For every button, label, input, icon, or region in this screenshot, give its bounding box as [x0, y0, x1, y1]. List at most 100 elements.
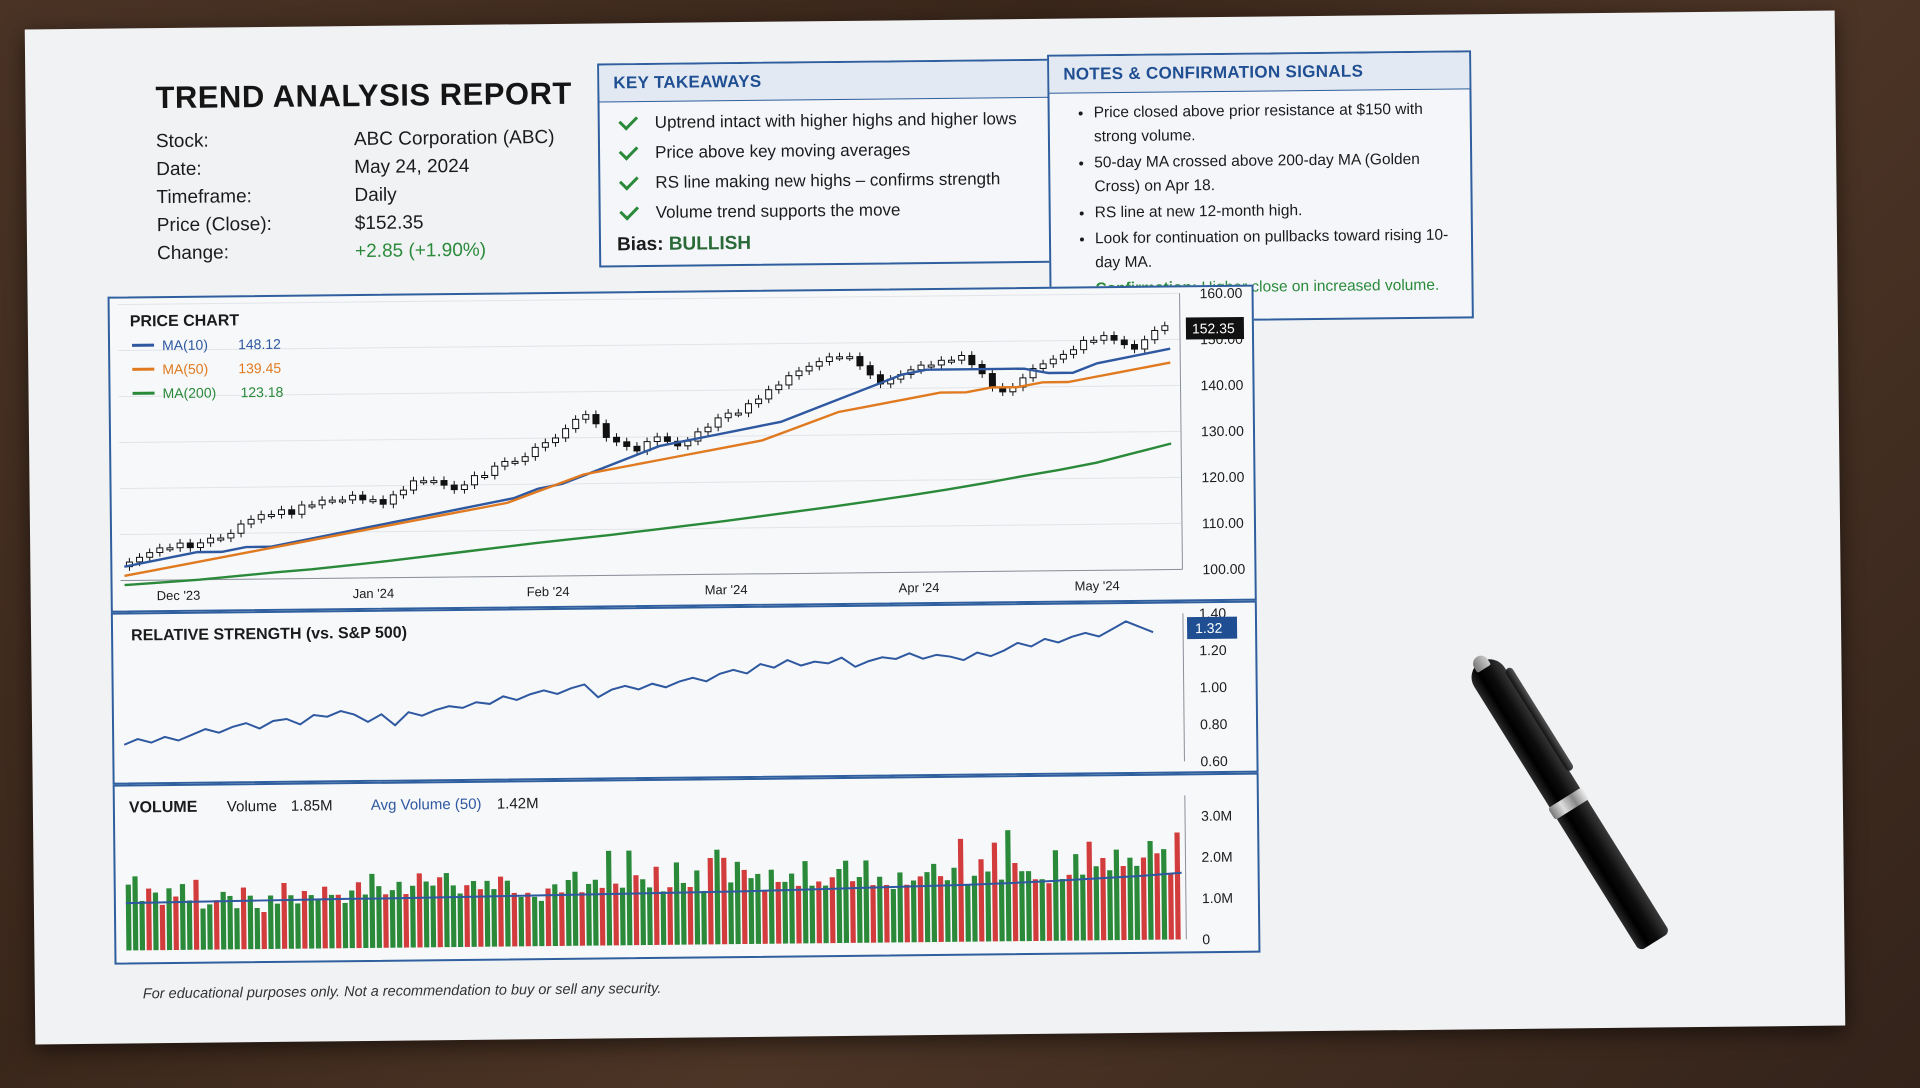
legend-series-value: 123.18 [240, 384, 283, 400]
price-candle-body [399, 489, 407, 496]
volume-label: Volume [227, 798, 277, 816]
volume-bar-up [1019, 871, 1026, 942]
avg-volume-line [125, 871, 1182, 905]
volume-bar-up [660, 891, 667, 945]
bias-label: Bias: [616, 233, 664, 256]
price-candle-body [349, 494, 357, 501]
price-candle-body [775, 384, 783, 391]
change-label: Change: [156, 242, 230, 265]
volume-bar-up [1052, 850, 1059, 941]
volume-bar-down [383, 894, 389, 948]
volume-bar-up [592, 879, 599, 946]
rs-line [123, 620, 1154, 746]
volume-bar-up [1039, 879, 1046, 941]
volume-bar-down [193, 879, 200, 950]
note-item: RS line at new 12-month high. [1095, 198, 1453, 226]
volume-bar-down [511, 892, 518, 947]
volume-bar-up [646, 887, 653, 946]
volume-bar-up [640, 879, 646, 946]
volume-bar-up [924, 872, 931, 943]
price-candle-body [156, 547, 164, 554]
price-candle-body [602, 423, 610, 438]
price-candle-body [805, 365, 813, 372]
price-candle-body [1059, 353, 1067, 360]
price-candle-body [379, 499, 387, 505]
volume-bar-up [626, 850, 633, 946]
note-item: Look for continuation on pullbacks towar… [1095, 224, 1453, 276]
price-candle-body [562, 428, 570, 439]
volume-bar-up [890, 888, 897, 943]
volume-bar-up [856, 876, 863, 943]
volume-bar-up [328, 894, 335, 949]
volume-bar-up [572, 871, 579, 946]
volume-y-tick-label: 1.0M [1202, 890, 1233, 906]
volume-bar-up [768, 869, 775, 944]
volume-bar-up [295, 903, 301, 949]
volume-bar-down [281, 882, 288, 949]
price-candle-body [237, 523, 245, 534]
volume-bar-up [1059, 878, 1066, 941]
price-candle-body [856, 356, 864, 367]
volume-bar-down [335, 894, 342, 949]
volume-bar-up [1134, 865, 1141, 940]
volume-bar-down [1168, 873, 1174, 940]
price-x-tick-label: May '24 [1075, 578, 1120, 593]
stock-value: ABC Corporation (ABC) [353, 126, 555, 151]
price-candle-body [511, 460, 519, 464]
volume-bar-down [301, 890, 308, 949]
volume-bar-down [477, 889, 484, 947]
price-candle-body [714, 417, 722, 428]
meta-row-timeframe: Timeframe: Daily [156, 180, 555, 212]
price-candle-body [1080, 339, 1088, 351]
volume-bar-up [396, 881, 403, 948]
price-candle-body [501, 460, 509, 467]
price-candle-body [1110, 334, 1118, 341]
price-candle-body [186, 542, 194, 549]
notes-box: NOTES & CONFIRMATION SIGNALS Price close… [1047, 50, 1474, 323]
price-candle-body [1120, 339, 1128, 346]
volume-bar-down [1012, 862, 1019, 942]
legend-series-name: MA(50) [162, 361, 208, 377]
price-candle-body [369, 499, 377, 503]
volume-bar-down [978, 859, 985, 942]
volume-bar-up [227, 895, 234, 950]
volume-bar-down [667, 887, 674, 945]
volume-bar-up [1005, 830, 1012, 942]
price-x-tick-label: Dec '23 [157, 588, 201, 603]
price-candle-body [1100, 335, 1108, 341]
price-x-tick-label: Mar '24 [705, 582, 748, 597]
volume-bar-up [1127, 857, 1134, 940]
volume-bar-down [870, 885, 877, 943]
price-candle-body [460, 484, 468, 491]
price-candle-body [257, 514, 265, 520]
legend-series-value: 148.12 [238, 336, 281, 352]
volume-bar-up [673, 862, 680, 945]
price-candle-body [744, 403, 753, 414]
price-candle-body [1161, 325, 1169, 331]
report-paper: TREND ANALYSIS REPORT Stock: ABC Corpora… [24, 10, 1846, 1045]
price-candle-body [613, 436, 621, 443]
price-candle-body [866, 365, 874, 376]
price-candle-body [1090, 339, 1098, 343]
volume-bar-down [816, 881, 822, 944]
volume-bar-down [904, 884, 910, 943]
volume-bar-down [1032, 879, 1039, 941]
volume-bar-up [782, 881, 789, 944]
volume-bar-down [437, 877, 443, 948]
price-candle-body [1049, 358, 1057, 365]
rs-y-tick-label: 1.20 [1199, 642, 1227, 658]
timeframe-label: Timeframe: [156, 186, 252, 209]
volume-bar-up [931, 863, 938, 943]
note-item: Price closed above prior resistance at $… [1094, 98, 1452, 150]
volume-bar-down [1046, 883, 1053, 941]
volume-bar-down [599, 887, 606, 946]
price-candle-body [196, 542, 204, 549]
price-candle-body [450, 484, 458, 491]
price-candle-body [389, 494, 397, 505]
rs-y-axis [1182, 613, 1185, 762]
volume-bar-down [146, 888, 152, 951]
rs-last-label: 1.32 [1195, 620, 1223, 636]
price-candle-body [430, 480, 438, 484]
volume-bar-up [518, 896, 525, 947]
volume-bar-up [179, 884, 186, 950]
